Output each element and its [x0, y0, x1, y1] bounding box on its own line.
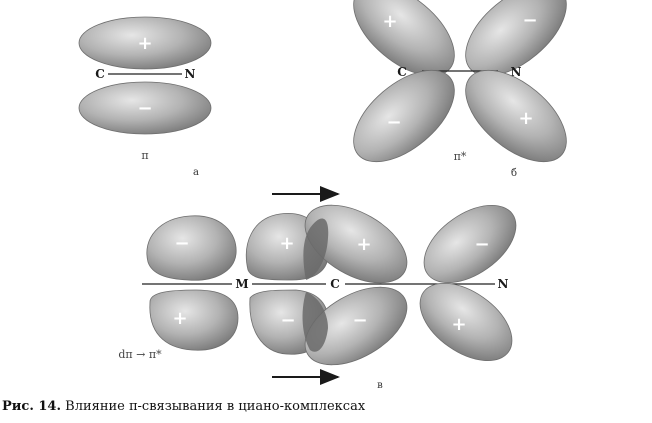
panel-a-lobe-top	[78, 16, 212, 70]
panel-b-lobe-bottom-left	[353, 69, 455, 163]
panel-b-atom-n: N	[511, 65, 522, 79]
panel-c-lobe-bottom-1	[149, 289, 239, 351]
panel-c-overlap-bottom	[302, 292, 328, 352]
panel-a-atom-n: N	[185, 67, 196, 81]
panel-b-letter: б	[511, 168, 517, 179]
panel-b-lobe-bottom-right	[465, 69, 567, 163]
panel-c-sign-top-3: +	[356, 234, 371, 255]
panel-c-sign-bottom-4: +	[451, 314, 466, 335]
panel-c-sign-top-4: −	[474, 234, 489, 255]
panel-a-sign-top: +	[137, 33, 152, 54]
panel-c-atom-n: N	[498, 277, 509, 291]
panel-c-sign-top-2: +	[279, 233, 294, 254]
panel-c-sign-top-1: −	[174, 233, 189, 254]
panel-c-lobe-bottom-3	[304, 286, 408, 366]
panel-c-sign-bottom-2: −	[280, 310, 295, 331]
panel-c-letter: в	[377, 380, 383, 391]
panel-a-lobe-bottom	[78, 81, 212, 135]
panel-b-lobe-top-left	[353, 0, 455, 77]
panel-b: + − C N − + π* б	[353, 0, 567, 179]
figure-caption: Рис. 14. Влияние π-связывания в циано-ко…	[2, 399, 365, 414]
panel-c-atom-c: C	[330, 277, 340, 291]
panel-b-orbital-label: π*	[454, 150, 467, 163]
panel-a-atom-c: C	[95, 67, 105, 81]
panel-b-atom-c: C	[397, 65, 407, 79]
panel-c-transition-label: dπ → π*	[118, 348, 162, 361]
panel-c-sign-bottom-1: +	[172, 308, 187, 329]
panel-c-lobe-bottom-4	[419, 282, 513, 362]
panel-b-sign-bl: −	[386, 112, 401, 133]
panel-c-lobe-top-3	[304, 204, 408, 284]
panel-b-sign-br: +	[518, 108, 533, 129]
panel-a-letter: а	[193, 167, 199, 178]
panel-c-sign-bottom-3: −	[352, 310, 367, 331]
panel-b-lobe-top-right	[465, 0, 567, 77]
panel-c-overlap-top	[303, 218, 329, 280]
panel-c-lobe-top-1	[146, 215, 237, 281]
panel-c-atom-m: M	[235, 277, 248, 291]
panel-a: + C N − π а	[78, 16, 212, 178]
panel-a-orbital-label: π	[141, 149, 148, 162]
panel-b-sign-tr: −	[522, 10, 537, 31]
panel-c: − + + − M C N + − − + dπ → π* в	[118, 186, 517, 391]
panel-a-sign-bottom: −	[137, 98, 152, 119]
panel-b-sign-tl: +	[382, 11, 397, 32]
caption-prefix: Рис. 14.	[2, 399, 62, 414]
caption-text: Влияние π-связывания в циано-комплексах	[61, 399, 366, 414]
panel-c-lobe-top-4	[423, 204, 517, 284]
